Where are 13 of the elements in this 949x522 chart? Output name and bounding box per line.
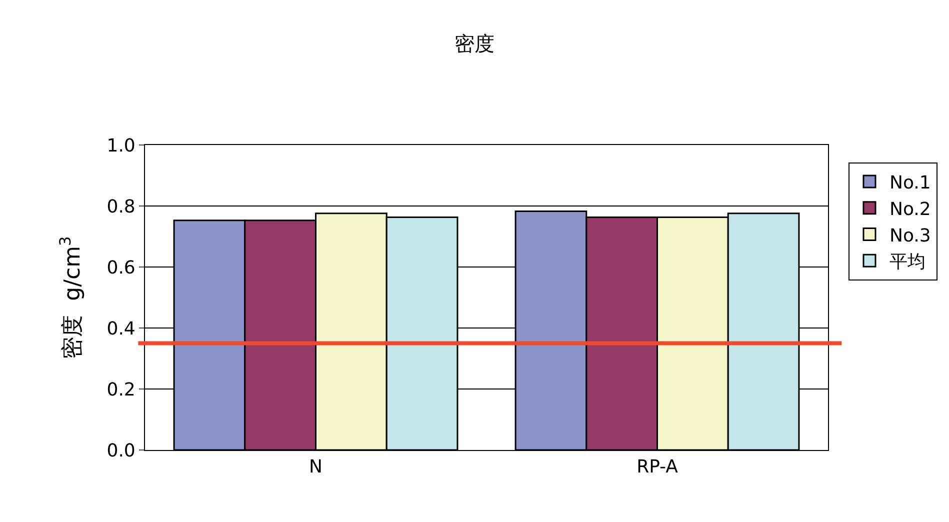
- y-tick-label: 0.6: [106, 257, 136, 278]
- legend-label: No.2: [889, 198, 931, 220]
- legend-label: 平均: [889, 252, 926, 273]
- y-tick-label: 0.2: [106, 379, 136, 400]
- x-tick-label: N: [309, 456, 322, 478]
- chart-title: 密度: [454, 32, 494, 56]
- y-tick-label: 0.4: [106, 318, 136, 340]
- legend-label: No.3: [889, 225, 931, 246]
- legend-label: No.1: [889, 172, 931, 194]
- y-tick-label: 1.0: [106, 135, 136, 156]
- y-tick-label: 0.0: [106, 440, 136, 462]
- y-tick-label: 0.8: [106, 196, 136, 218]
- x-tick-label: RP-A: [636, 456, 679, 478]
